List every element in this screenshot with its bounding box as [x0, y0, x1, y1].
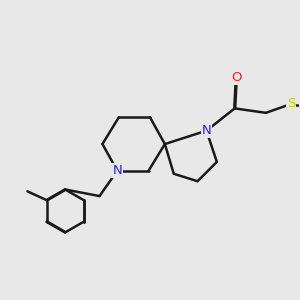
Text: N: N: [202, 124, 211, 137]
Text: N: N: [112, 164, 122, 177]
Text: O: O: [231, 71, 242, 84]
Text: S: S: [287, 98, 296, 110]
